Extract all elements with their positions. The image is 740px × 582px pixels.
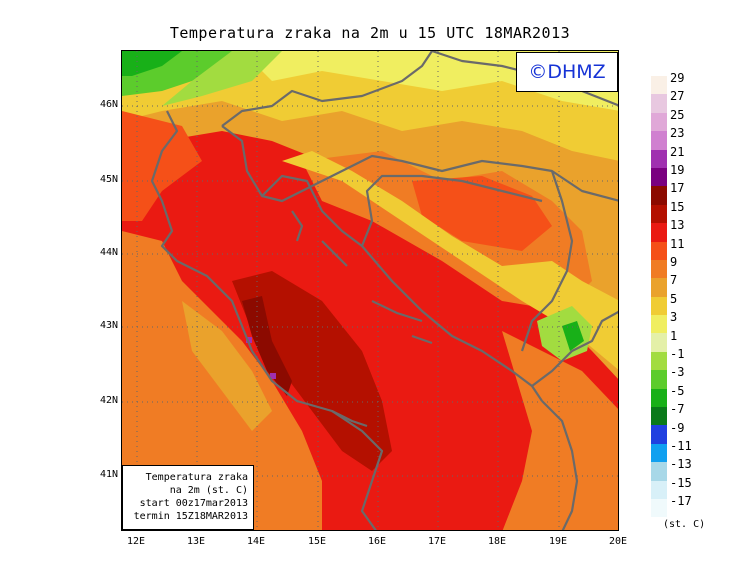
map-canvas [122, 51, 618, 530]
temperature-field-montenegro-cold [562, 321, 584, 351]
lat-label-43n: 43N [99, 320, 118, 331]
temperature-field-inland [122, 51, 618, 379]
legend-label: 23 [670, 126, 685, 141]
temperature-field-alps-dark [122, 51, 182, 76]
legend-swatch [651, 498, 667, 518]
legend-swatch [651, 112, 667, 132]
legend-swatch [651, 149, 667, 168]
legend-label: -15 [670, 475, 692, 490]
temperature-field-italy-cool [182, 301, 272, 431]
info-line-3: start 00z17mar2013 [139, 498, 248, 509]
legend-swatch [651, 259, 667, 279]
legend-label: -7 [670, 402, 685, 417]
legend-swatch [651, 223, 667, 242]
map-title: Temperatura zraka na 2m u 15 UTC 18MAR20… [169, 24, 571, 42]
legend-swatch [651, 278, 667, 297]
legend-label: 11 [670, 236, 685, 251]
legend-label: -5 [670, 383, 685, 398]
lat-label-45n: 45N [99, 174, 118, 185]
temperature-field-balkan [502, 331, 618, 530]
legend-swatch [651, 296, 667, 316]
temperature-field-italy-mild [122, 111, 202, 221]
lon-label-16e: 16E [367, 536, 387, 547]
legend-label: 27 [670, 89, 685, 104]
lon-label-14e: 14E [246, 536, 266, 547]
legend-swatch [651, 204, 667, 224]
legend-swatch [651, 425, 667, 444]
dhmz-logo: ©DHMZ [516, 52, 618, 92]
temperature-field-adriatic-peak [242, 296, 292, 396]
coastlines-and-borders [150, 51, 618, 530]
legend-label: 13 [670, 218, 685, 233]
legend-label: 19 [670, 163, 685, 177]
legend-swatch [651, 462, 667, 481]
legend-label: -11 [670, 439, 692, 453]
lon-label-15e: 15E [307, 536, 327, 547]
info-line-1: Temperatura zraka [145, 472, 248, 483]
lon-label-13e: 13E [186, 536, 206, 547]
legend-swatch [651, 480, 667, 499]
lon-label-19e: 19E [548, 536, 568, 547]
legend-label: 15 [670, 199, 685, 214]
info-line-2: na 2m (st. C) [169, 485, 248, 496]
legend-label: 25 [670, 107, 685, 122]
legend-swatch [651, 388, 667, 408]
legend-label: 7 [670, 273, 678, 288]
lat-label-44n: 44N [99, 247, 118, 258]
legend-swatch [651, 241, 667, 260]
legend-swatch [651, 407, 667, 426]
legend-unit: (st. C) [663, 519, 706, 530]
legend-label: -1 [670, 347, 685, 361]
legend-label: -17 [670, 494, 692, 509]
legend-label: 29 [670, 71, 685, 85]
legend-swatch [651, 94, 667, 113]
legend-swatch [651, 131, 667, 150]
temperature-map [121, 50, 619, 531]
lon-label-20e: 20E [608, 536, 628, 547]
forecast-info-box: Temperatura zraka na 2m (st. C) start 00… [122, 465, 254, 530]
legend-swatch [651, 167, 667, 187]
legend-swatch [651, 186, 667, 205]
lon-label-18e: 18E [487, 536, 507, 547]
legend-swatch [651, 351, 667, 371]
legend-label: -13 [670, 457, 692, 472]
lat-label-42n: 42N [99, 395, 118, 406]
lat-lon-grid [122, 51, 618, 530]
legend-label: 17 [670, 181, 685, 196]
legend-swatch [651, 370, 667, 389]
legend-swatch [651, 315, 667, 334]
legend-label: 1 [670, 328, 678, 343]
color-legend [651, 76, 667, 518]
legend-swatch [651, 443, 667, 463]
legend-swatch [651, 76, 667, 95]
legend-swatch [651, 333, 667, 352]
lat-label-41n: 41N [99, 469, 118, 480]
legend-label: 3 [670, 310, 678, 325]
temperature-field-alps-pale [162, 51, 282, 106]
legend-label: 9 [670, 255, 678, 269]
lat-label-46n: 46N [99, 99, 118, 110]
legend-label: 21 [670, 144, 685, 159]
lon-label-17e: 17E [427, 536, 447, 547]
legend-label: 5 [670, 291, 678, 306]
info-line-4: termin 15Z18MAR2013 [133, 511, 248, 522]
legend-label: -9 [670, 420, 685, 435]
legend-label: -3 [670, 365, 685, 380]
lon-label-12e: 12E [126, 536, 146, 547]
